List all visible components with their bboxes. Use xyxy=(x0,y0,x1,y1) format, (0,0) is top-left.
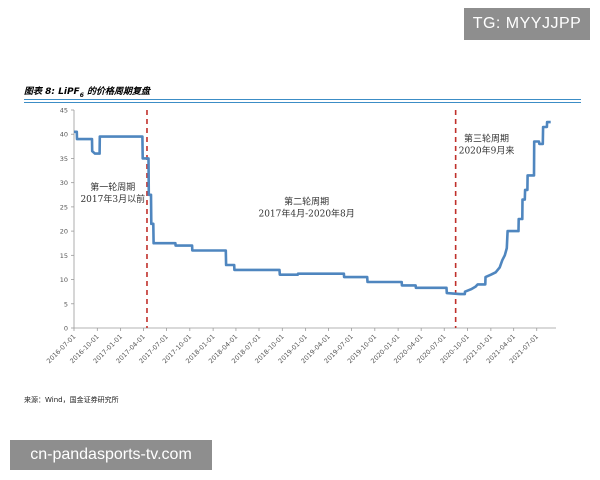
y-tick-label: 15 xyxy=(60,252,68,260)
figure-title-suffix: 的价格周期复盘 xyxy=(83,87,151,97)
y-tick-label: 35 xyxy=(60,155,68,163)
title-rule-bottom xyxy=(24,102,581,103)
price-line xyxy=(74,120,551,296)
cycle-annotation: 第二轮周期 xyxy=(284,195,329,207)
title-rule-top xyxy=(24,99,581,100)
cycle-annotation: 第一轮周期 xyxy=(90,181,135,193)
y-tick-label: 0 xyxy=(64,325,68,333)
y-tick-label: 20 xyxy=(60,228,68,236)
cycle-annotation: 第三轮周期 xyxy=(464,132,509,144)
figure-title-prefix: 图表 8: LiPF xyxy=(24,87,80,97)
y-tick-label: 45 xyxy=(60,107,68,115)
y-tick-label: 10 xyxy=(60,276,68,284)
source-note: 来源：Wind，国金证券研究所 xyxy=(24,396,119,404)
y-tick-label: 25 xyxy=(60,203,68,211)
figure-title: 图表 8: LiPF6 的价格周期复盘 xyxy=(24,84,150,99)
y-tick-label: 5 xyxy=(64,300,68,308)
cycle-annotation: 2017年4月-2020年8月 xyxy=(258,207,354,219)
watermark-bottom: cn-pandasports-tv.com xyxy=(10,440,212,470)
figure-title-subscript: 6 xyxy=(79,91,84,99)
y-tick-label: 30 xyxy=(60,179,68,187)
cycle-annotation: 2020年9月来 xyxy=(459,144,515,156)
cycle-annotation: 2017年3月以前 xyxy=(80,193,145,205)
y-tick-label: 40 xyxy=(60,131,68,139)
watermark-top: TG: MYYJJPP xyxy=(464,8,590,40)
